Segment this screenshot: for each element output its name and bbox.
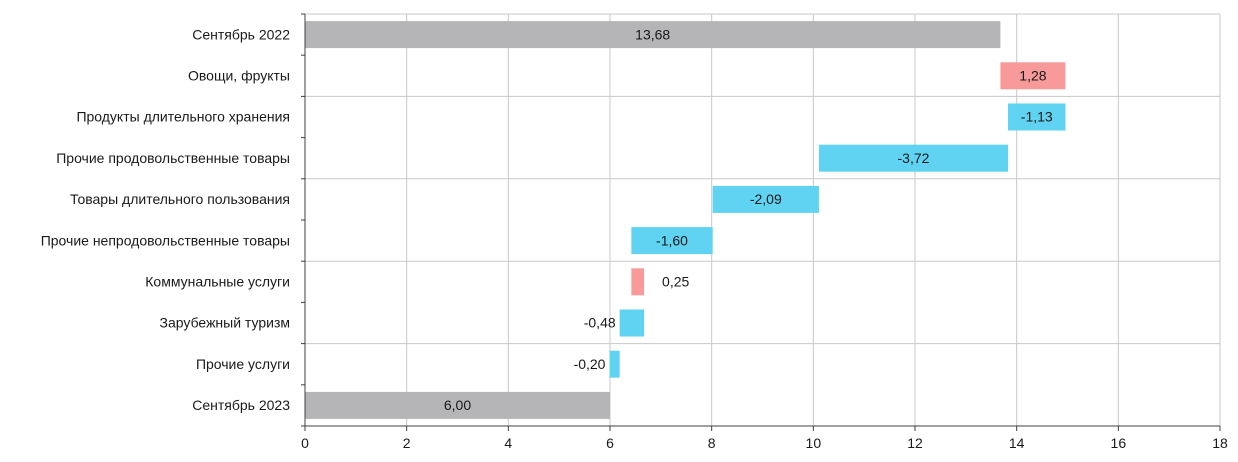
data-label-1: 1,28: [1019, 68, 1046, 84]
data-label-9: 6,00: [444, 397, 471, 413]
data-label-2: -1,13: [1021, 109, 1053, 125]
x-tick-label-5: 10: [806, 435, 822, 451]
x-tick-label-9: 18: [1212, 435, 1228, 451]
axis-layer: [301, 13, 1221, 431]
bar-6: [631, 268, 645, 296]
bar-9: [305, 391, 610, 419]
bar-2: [1008, 103, 1066, 131]
x-tick-label-7: 14: [1009, 435, 1025, 451]
grid-layer: [305, 13, 1221, 426]
data-label-5: -1,60: [656, 232, 688, 248]
data-label-0: 13,68: [635, 26, 670, 42]
category-label-0: Сентябрь 2022: [192, 26, 290, 42]
x-tick-label-4: 8: [708, 435, 716, 451]
category-label-8: Прочие услуги: [196, 356, 290, 372]
data-label-4: -2,09: [750, 191, 782, 207]
bar-5: [631, 227, 713, 255]
x-tick-label-0: 0: [301, 435, 309, 451]
category-label-9: Сентябрь 2023: [192, 397, 290, 413]
bars-layer: [305, 21, 1066, 419]
x-tick-label-8: 16: [1111, 435, 1127, 451]
category-label-5: Прочие непродовольственные товары: [41, 232, 290, 248]
bar-0: [305, 21, 1001, 49]
data-label-6: 0,25: [662, 274, 689, 290]
category-label-7: Зарубежный туризм: [160, 315, 290, 331]
category-label-2: Продукты длительного хранения: [76, 109, 290, 125]
bar-4: [712, 185, 819, 213]
data-label-3: -3,72: [898, 150, 930, 166]
x-tick-label-6: 12: [907, 435, 923, 451]
data-label-8: -0,20: [574, 356, 606, 372]
bar-7: [619, 309, 645, 337]
category-label-6: Коммунальные услуги: [145, 274, 290, 290]
bar-1: [1000, 62, 1066, 90]
category-label-3: Прочие продовольственные товары: [56, 150, 290, 166]
x-tick-label-1: 2: [403, 435, 411, 451]
labels-layer: 13,68 Сентябрь 2022 1,28 Овощи, фрукты -1,13…: [41, 26, 1228, 451]
data-label-7: -0,48: [584, 315, 616, 331]
x-tick-label-3: 6: [606, 435, 614, 451]
bar-8: [609, 350, 620, 378]
x-tick-label-2: 4: [504, 435, 512, 451]
bar-3: [818, 144, 1009, 172]
category-label-4: Товары длительного пользования: [70, 191, 290, 207]
category-label-1: Овощи, фрукты: [188, 68, 290, 84]
